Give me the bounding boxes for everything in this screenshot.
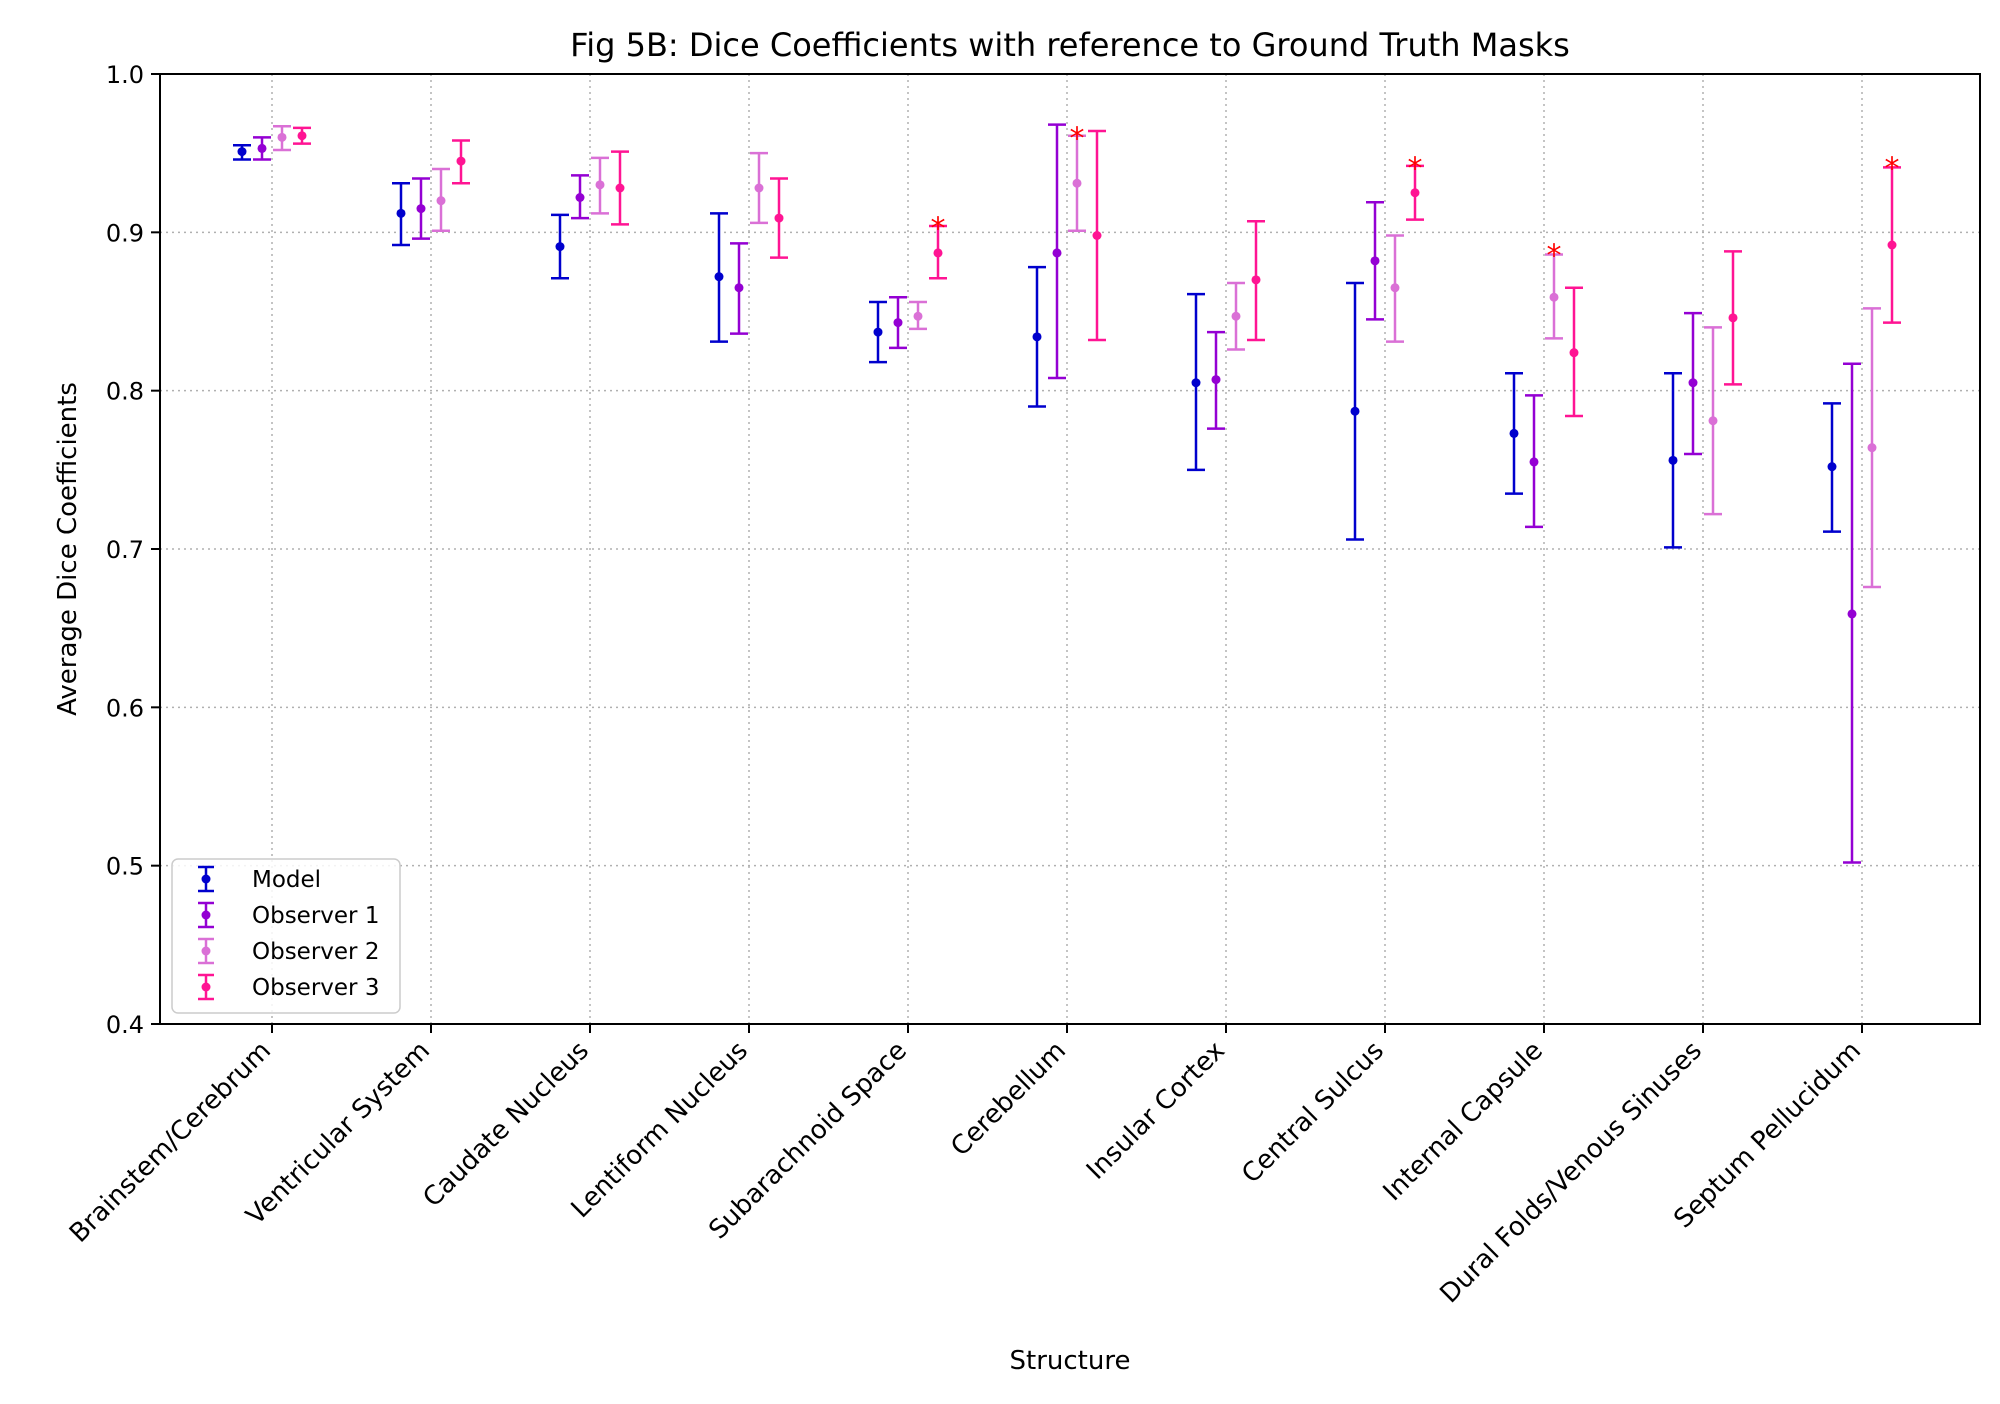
mean-point [1191,378,1201,388]
y-tick-label: 0.4 [106,1011,144,1039]
mean-point [913,311,923,321]
error-bar-marks [233,123,1901,864]
legend-marker-point [201,982,211,992]
legend-marker-point [201,874,211,884]
y-tick-label: 0.9 [106,219,144,247]
legend-label: Observer 1 [252,903,379,929]
mean-point [1092,231,1102,240]
y-tick-label: 0.5 [106,853,144,881]
y-tick-label: 1.0 [106,61,144,89]
y-tick-label: 0.7 [106,536,144,564]
mean-point [734,283,744,293]
grid-lines [160,74,1980,1024]
mean-point [297,131,307,141]
mean-point [237,147,247,157]
mean-point [1569,348,1579,358]
significance-asterisk: * [1885,151,1900,186]
mean-point [436,196,446,206]
mean-point [1231,311,1241,321]
mean-point [1251,275,1261,285]
mean-point [1867,443,1877,453]
mean-point [1370,256,1380,266]
mean-point [277,132,287,142]
mean-point [396,208,406,218]
chart-title: Fig 5B: Dice Coefficients with reference… [570,26,1570,64]
mean-point [714,272,724,282]
significance-annotations: * * * * * [931,121,1900,273]
mean-point [1688,378,1698,388]
mean-point [555,242,565,252]
x-axis-label: Structure [1010,1346,1131,1376]
mean-point [1887,240,1897,250]
significance-asterisk: * [1070,121,1085,156]
mean-point [416,204,426,214]
mean-point [257,143,267,153]
mean-point [1728,313,1738,323]
legend-box [171,858,401,1014]
legend-marker-point [201,910,211,920]
mean-point [754,183,764,193]
mean-point [1549,292,1559,302]
mean-point [933,248,943,258]
mean-point [873,327,883,337]
mean-point [1211,375,1221,385]
mean-point [615,183,625,193]
mean-point [893,318,903,328]
mean-point [1410,188,1420,198]
mean-point [1072,178,1082,188]
mean-point [1827,462,1837,472]
y-tick-label: 0.8 [106,378,144,406]
mean-point [1708,416,1718,426]
mean-point [1052,248,1062,258]
mean-point [1350,406,1360,416]
legend-marker-point [201,946,211,956]
mean-point [575,193,585,202]
mean-point [1847,609,1857,619]
mean-point [456,156,466,166]
mean-point [595,180,605,190]
mean-point [1390,283,1400,293]
y-tick-label: 0.6 [106,694,144,722]
legend-label: Model [252,867,321,893]
legend[interactable]: Model Observer 1 Observer 2 Observer 3 [171,858,401,1014]
significance-asterisk: * [1547,238,1562,273]
mean-point [1529,457,1539,467]
significance-asterisk: * [931,212,946,247]
mean-point [774,213,784,223]
mean-point [1668,455,1678,465]
y-axis-label: Average Dice Coefficients [53,382,83,716]
mean-point [1509,428,1519,438]
legend-label: Observer 2 [252,939,379,965]
significance-asterisk: * [1408,151,1423,186]
mean-point [1032,332,1042,342]
legend-label: Observer 3 [252,975,379,1001]
